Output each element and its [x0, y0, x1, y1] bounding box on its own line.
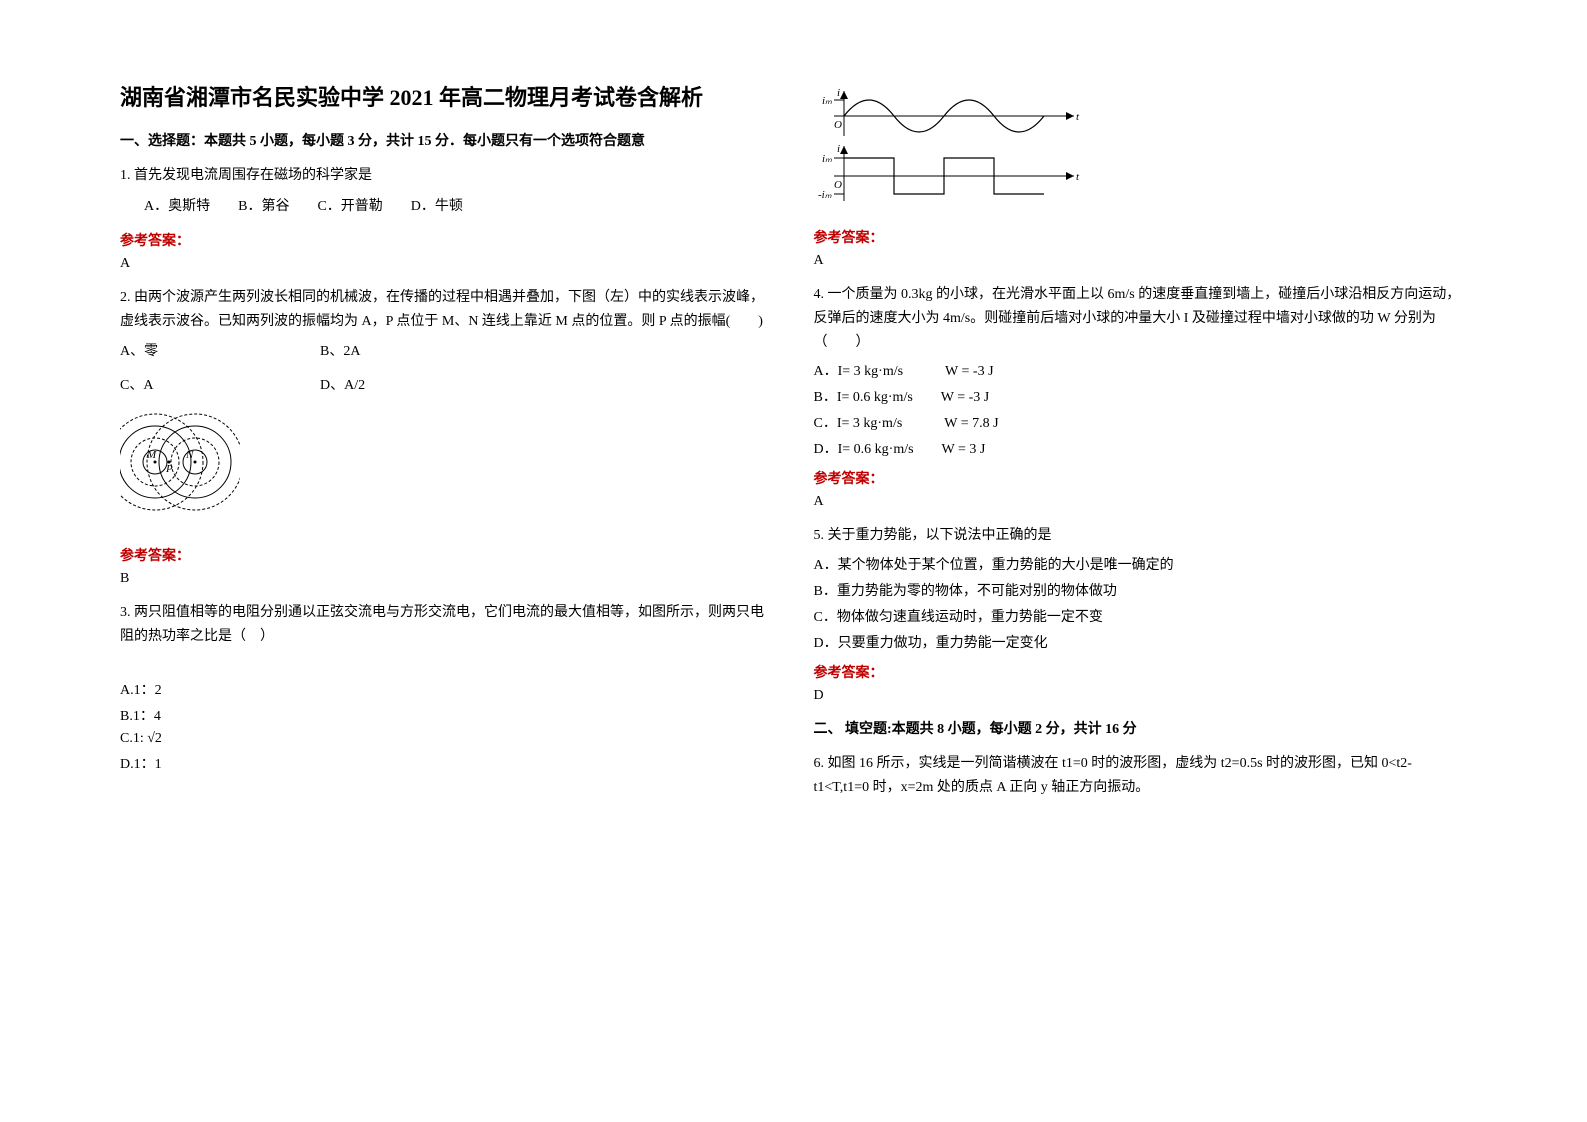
question-1-answer: A: [120, 256, 774, 272]
svg-text:O: O: [834, 179, 842, 191]
question-5-option-b: B．重力势能为零的物体，不可能对别的物体做功: [814, 580, 1468, 600]
question-2-answer: B: [120, 571, 774, 587]
wave-label-n: N: [185, 449, 194, 461]
svg-text:i: i: [837, 87, 840, 99]
question-4-option-b: B．I= 0.6 kg·m/s W = -3 J: [814, 386, 1468, 406]
question-2-stem: 2. 由两个波源产生两列波长相同的机械波，在传播的过程中相遇并叠加，下图（左）中…: [120, 286, 774, 334]
wave-label-m: M: [146, 449, 157, 461]
question-4-stem: 4. 一个质量为 0.3kg 的小球，在光滑水平面上以 6m/s 的速度垂直撞到…: [814, 283, 1468, 354]
question-4-option-a: A．I= 3 kg·m/s W = -3 J: [814, 360, 1468, 380]
svg-text:iₘ: iₘ: [822, 153, 832, 165]
svg-text:i: i: [837, 143, 840, 155]
question-5-option-d: D．只要重力做功，重力势能一定变化: [814, 632, 1468, 652]
question-4-option-d: D．I= 0.6 kg·m/s W = 3 J: [814, 438, 1468, 458]
svg-text:t: t: [1076, 111, 1080, 123]
question-3-option-d: D.1：1: [120, 753, 774, 773]
question-2-option-d: D、A/2: [320, 374, 520, 394]
question-3-stem: 3. 两只阻值相等的电阻分别通以正弦交流电与方形交流电，它们电流的最大值相等，如…: [120, 601, 774, 649]
svg-text:-iₘ: -iₘ: [818, 189, 832, 201]
section-2-heading: 二、 填空题:本题共 8 小题，每小题 2 分，共计 16 分: [814, 718, 1468, 738]
wave-interference-figure: M P N: [120, 402, 240, 522]
question-5-option-c: C．物体做匀速直线运动时，重力势能一定不变: [814, 606, 1468, 626]
answer-label: 参考答案：: [814, 468, 1468, 488]
question-2-option-c: C、A: [120, 374, 320, 394]
question-2-options-row2: C、A D、A/2: [120, 374, 774, 394]
svg-text:O: O: [834, 119, 842, 131]
question-5-stem: 5. 关于重力势能，以下说法中正确的是: [814, 524, 1468, 548]
question-3-option-b: B.1：4: [120, 705, 774, 725]
page-title: 湖南省湘潭市名民实验中学 2021 年高二物理月考试卷含解析: [120, 80, 774, 112]
section-1-heading: 一、选择题：本题共 5 小题，每小题 3 分，共计 15 分．每小题只有一个选项…: [120, 130, 774, 150]
question-1-options: A．奥斯特 B．第谷 C．开普勒 D．牛顿: [144, 194, 774, 221]
question-5-answer: D: [814, 688, 1468, 704]
question-2-options-row1: A、零 B、2A: [120, 340, 774, 360]
question-6-stem: 6. 如图 16 所示，实线是一列简谐横波在 t1=0 时的波形图，虚线为 t2…: [814, 752, 1468, 800]
current-waveform-figure: i iₘ O t i iₘ O -iₘ t: [814, 86, 1094, 206]
right-column: i iₘ O t i iₘ O -iₘ t 参考答案： A 4. 一个质量为 0…: [794, 80, 1488, 1082]
svg-text:iₘ: iₘ: [822, 95, 832, 107]
question-4-answer: A: [814, 494, 1468, 510]
question-3-answer: A: [814, 253, 1468, 269]
wave-label-p: P: [165, 463, 173, 475]
answer-label: 参考答案：: [814, 662, 1468, 682]
question-5-option-a: A．某个物体处于某个位置，重力势能的大小是唯一确定的: [814, 554, 1468, 574]
svg-text:t: t: [1076, 171, 1080, 183]
question-3-option-c: C.1: √2: [120, 731, 774, 747]
question-1-stem: 1. 首先发现电流周围存在磁场的科学家是: [120, 164, 774, 188]
answer-label: 参考答案：: [120, 545, 774, 565]
question-2-option-a: A、零: [120, 340, 320, 360]
question-4-option-c: C．I= 3 kg·m/s W = 7.8 J: [814, 412, 1468, 432]
question-3-option-a: A.1：2: [120, 679, 774, 699]
left-column: 湖南省湘潭市名民实验中学 2021 年高二物理月考试卷含解析 一、选择题：本题共…: [100, 80, 794, 1082]
question-2-option-b: B、2A: [320, 340, 520, 360]
answer-label: 参考答案：: [814, 227, 1468, 247]
answer-label: 参考答案：: [120, 230, 774, 250]
